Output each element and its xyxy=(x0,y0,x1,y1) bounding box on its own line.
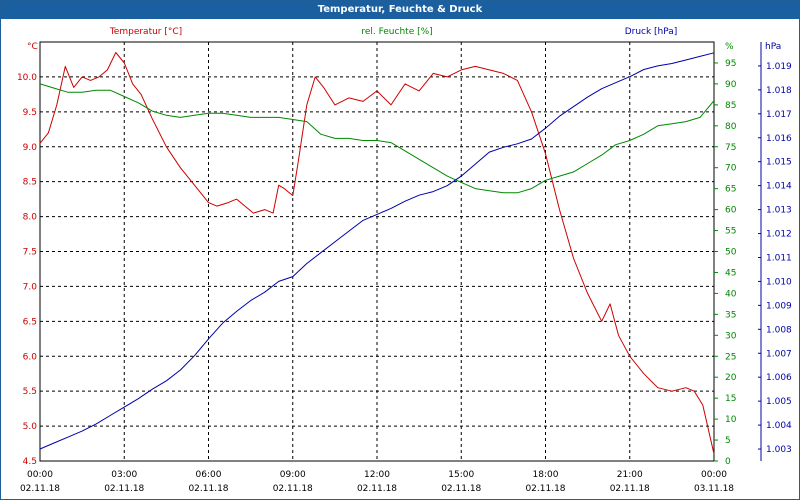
time-tick-label: 15:00 xyxy=(448,470,474,480)
pressure-tick-label: 1.004 xyxy=(766,421,792,431)
pressure-tick-label: 1.017 xyxy=(766,110,792,120)
temperature-tick-label: 9.0 xyxy=(23,143,38,153)
date-tick-label: 02.11.18 xyxy=(104,484,144,494)
humidity-tick-label: 40 xyxy=(725,289,737,299)
temperature-tick-label: 7.0 xyxy=(23,282,38,292)
humidity-line xyxy=(39,83,715,194)
humidity-tick-label: 5 xyxy=(725,436,731,446)
humidity-tick-label: 0 xyxy=(725,457,731,467)
humidity-tick-label: 50 xyxy=(725,248,737,258)
humidity-unit-label: % xyxy=(725,42,734,52)
date-tick-label: 02.11.18 xyxy=(610,484,650,494)
date-tick-label: 02.11.18 xyxy=(357,484,397,494)
time-tick-label: 18:00 xyxy=(533,470,559,480)
temperature-tick-label: 6.0 xyxy=(23,352,38,362)
pressure-unit-label: hPa xyxy=(765,42,781,52)
humidity-tick-label: 20 xyxy=(725,373,737,383)
humidity-tick-label: 75 xyxy=(725,143,736,153)
chart-svg: °C4.55.05.56.06.57.07.58.08.59.09.510.0 … xyxy=(17,27,792,494)
grid-lines xyxy=(40,42,714,461)
humidity-tick-label: 85 xyxy=(725,101,736,111)
pressure-tick-label: 1.012 xyxy=(766,230,792,240)
pressure-tick-label: 1.013 xyxy=(766,206,792,216)
temperature-tick-label: 9.5 xyxy=(23,108,37,118)
pressure-tick-label: 1.007 xyxy=(766,349,792,359)
temperature-unit-label: °C xyxy=(27,42,38,52)
pressure-tick-label: 1.015 xyxy=(766,158,792,168)
date-tick-label: 02.11.18 xyxy=(441,484,481,494)
time-axis: 00:00 02.11.18 03:00 02.11.18 06:00 02.11.18 0… xyxy=(20,470,734,494)
time-tick-label: 09:00 xyxy=(280,470,306,480)
time-tick-label: 00:00 xyxy=(27,470,53,480)
temperature-tick-label: 8.0 xyxy=(23,213,38,223)
date-tick-label: 02.11.18 xyxy=(273,484,313,494)
date-tick-label: 02.11.18 xyxy=(525,484,565,494)
humidity-tick-label: 10 xyxy=(725,415,737,425)
pressure-tick-label: 1.014 xyxy=(766,182,792,192)
time-tick-label: 03:00 xyxy=(111,470,137,480)
pressure-axis: hPa 1.003 1.004 1.005 1.006 1.007 1.008 1.009 1.… xyxy=(758,42,792,461)
humidity-axis: % 0 5 10 15 20 25 30 35 40 45 50 55 60 65 70 75 80 85 90 95 xyxy=(714,42,737,467)
series-lines xyxy=(39,52,715,455)
pressure-tick-label: 1.008 xyxy=(766,325,792,335)
date-tick-label: 02.11.18 xyxy=(20,484,60,494)
legend-pressure: Druck [hPa] xyxy=(625,27,678,37)
humidity-tick-label: 90 xyxy=(725,80,737,90)
humidity-tick-label: 65 xyxy=(725,185,736,195)
pressure-tick-label: 1.003 xyxy=(766,445,792,455)
humidity-tick-label: 95 xyxy=(725,59,736,69)
temperature-tick-label: 6.5 xyxy=(23,317,37,327)
temperature-tick-label: 4.5 xyxy=(23,457,37,467)
pressure-tick-label: 1.006 xyxy=(766,373,792,383)
temperature-tick-label: 10.0 xyxy=(17,73,37,83)
humidity-tick-label: 35 xyxy=(725,310,736,320)
pressure-tick-label: 1.011 xyxy=(766,253,792,263)
temperature-line xyxy=(39,52,715,455)
pressure-tick-label: 1.016 xyxy=(766,134,792,144)
pressure-tick-label: 1.019 xyxy=(766,62,792,72)
humidity-tick-label: 55 xyxy=(725,227,736,237)
time-tick-label: 21:00 xyxy=(617,470,643,480)
humidity-tick-label: 70 xyxy=(725,164,737,174)
legend: Temperatur [°C] rel. Feuchte [%] Druck [hP… xyxy=(109,27,677,37)
chart-title: Temperatur, Feuchte & Druck xyxy=(1,1,799,19)
temperature-tick-label: 5.5 xyxy=(23,387,37,397)
date-tick-label: 03.11.18 xyxy=(694,484,734,494)
humidity-tick-label: 30 xyxy=(725,331,737,341)
pressure-tick-label: 1.010 xyxy=(766,277,792,287)
humidity-tick-label: 45 xyxy=(725,268,736,278)
legend-humidity: rel. Feuchte [%] xyxy=(361,27,432,37)
pressure-tick-label: 1.005 xyxy=(766,397,792,407)
time-tick-label: 00:00 xyxy=(701,470,727,480)
humidity-tick-label: 15 xyxy=(725,394,736,404)
humidity-tick-label: 25 xyxy=(725,352,736,362)
humidity-tick-label: 80 xyxy=(725,122,737,132)
time-tick-label: 12:00 xyxy=(364,470,390,480)
temperature-tick-label: 7.5 xyxy=(23,248,37,258)
humidity-tick-label: 60 xyxy=(725,206,737,216)
pressure-line xyxy=(39,52,715,450)
temperature-tick-label: 5.0 xyxy=(23,422,38,432)
temperature-axis: °C 4.5 5.0 5.5 6.0 6.5 7.0 7.5 8.0 8.5 9.0 9.5 10.0 xyxy=(17,42,38,467)
pressure-tick-label: 1.009 xyxy=(766,301,792,311)
temperature-tick-label: 8.5 xyxy=(23,178,37,188)
pressure-tick-label: 1.018 xyxy=(766,86,792,96)
legend-temperature: Temperatur [°C] xyxy=(109,27,182,37)
date-tick-label: 02.11.18 xyxy=(188,484,228,494)
time-tick-label: 06:00 xyxy=(196,470,222,480)
